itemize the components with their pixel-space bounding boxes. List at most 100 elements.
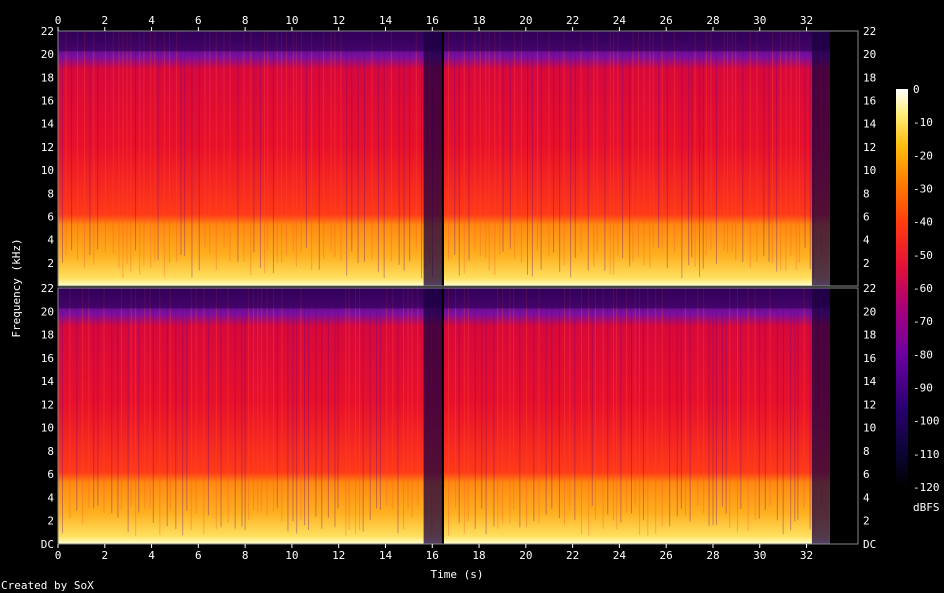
colorbar-tick-label: -30	[913, 183, 933, 196]
transient-stripe	[715, 31, 717, 265]
transient-stripe	[363, 31, 365, 262]
y-tick-label-right: 6	[863, 210, 870, 223]
x-axis-label: Time (s)	[431, 568, 484, 581]
transient-stripe	[421, 31, 423, 279]
transient-stripe	[493, 288, 495, 527]
transient-stripe	[519, 288, 521, 528]
y-tick-label-right: 2	[863, 257, 870, 270]
y-tick-label-right: 10	[863, 164, 876, 177]
transient-stripe	[768, 31, 770, 262]
transient-stripe	[758, 288, 760, 519]
transient-stripe	[190, 288, 192, 531]
transient-stripe	[120, 288, 122, 510]
y-tick-label-right: 20	[863, 305, 876, 318]
transient-stripe	[790, 31, 792, 257]
transient-stripe	[93, 31, 95, 265]
transient-stripe	[272, 31, 274, 274]
transient-stripe	[540, 31, 542, 270]
transient-stripe	[538, 288, 540, 524]
transient-stripe	[736, 288, 738, 533]
transient-stripe	[699, 31, 701, 277]
transient-stripe	[622, 31, 624, 259]
transient-stripe	[617, 31, 619, 256]
transient-stripe	[551, 288, 553, 509]
y-tick-label-left: 18	[41, 71, 54, 84]
transient-stripe	[250, 31, 252, 276]
transient-stripe	[526, 31, 528, 275]
transient-stripe	[144, 288, 146, 510]
transient-stripe	[798, 31, 800, 263]
transient-stripe	[514, 31, 516, 259]
transient-stripe	[548, 31, 550, 257]
segment-1-energy	[58, 288, 442, 544]
transient-stripe	[311, 31, 313, 271]
transient-stripe	[580, 31, 582, 252]
transient-stripe	[674, 31, 676, 253]
x-tick-label-top: 24	[613, 14, 627, 27]
y-tick-label-right: 12	[863, 141, 876, 154]
transient-stripe	[330, 31, 332, 251]
transient-stripe	[321, 288, 323, 529]
x-tick-label-bottom: 12	[332, 549, 345, 562]
transient-stripe	[458, 288, 460, 524]
y-tick-label-left: 20	[41, 48, 54, 61]
transient-stripe	[509, 288, 511, 524]
transient-stripe	[327, 288, 329, 518]
transient-stripe	[130, 288, 132, 507]
transient-stripe	[266, 288, 268, 517]
transient-stripe	[558, 288, 560, 518]
high-band-dropout	[58, 288, 442, 309]
transient-stripe	[564, 288, 566, 525]
y-tick-label-right: 22	[863, 282, 876, 295]
transient-stripe	[220, 288, 222, 528]
y-tick-label-left: 2	[47, 257, 54, 270]
transient-stripe	[742, 31, 744, 262]
transient-stripe	[348, 288, 350, 530]
transient-stripe	[703, 288, 705, 514]
transient-stripe	[259, 31, 261, 268]
y-tick-label-right: 14	[863, 375, 877, 388]
transient-stripe	[513, 288, 515, 510]
transient-stripe	[502, 288, 504, 524]
transient-stripe	[474, 31, 476, 251]
transient-stripe	[485, 288, 487, 535]
y-tick-label-left: 12	[41, 398, 54, 411]
x-tick-label-bottom: 10	[285, 549, 298, 562]
y-tick-label-left: DC	[41, 538, 54, 551]
transient-stripe	[463, 288, 465, 534]
transient-stripe	[785, 31, 787, 271]
y-tick-label-right: 18	[863, 329, 876, 342]
colorbar-tick-label: -60	[913, 282, 933, 295]
transient-stripe	[204, 31, 206, 249]
y-tick-label-left: 4	[47, 234, 54, 247]
transient-stripe	[639, 288, 641, 536]
transient-stripe	[661, 31, 663, 251]
y-tick-label-right: 16	[863, 95, 876, 108]
transient-stripe	[569, 288, 571, 511]
segment-2-energy	[443, 31, 830, 286]
transient-stripe	[276, 31, 278, 263]
transient-stripe	[594, 288, 596, 521]
transient-stripe	[272, 288, 274, 512]
transient-stripe	[88, 288, 90, 509]
transient-stripe	[292, 288, 294, 521]
transient-stripe	[630, 288, 632, 514]
transient-stripe	[369, 288, 371, 521]
transient-stripe	[710, 31, 712, 250]
transient-stripe	[362, 288, 364, 532]
transient-stripe	[166, 288, 168, 527]
x-tick-label-bottom: 20	[519, 549, 532, 562]
x-tick-label-bottom: 22	[566, 549, 579, 562]
transient-stripe	[694, 31, 696, 268]
transient-stripe	[83, 31, 85, 268]
transient-stripe	[658, 31, 660, 248]
segment-2-energy	[443, 288, 830, 544]
x-tick-label-top: 16	[426, 14, 439, 27]
transient-stripe	[463, 31, 465, 274]
transient-stripe	[637, 31, 639, 258]
y-tick-label-right: DC	[863, 538, 876, 551]
transient-stripe	[563, 31, 565, 266]
transient-stripe	[241, 288, 243, 527]
transient-stripe	[776, 288, 778, 521]
transient-stripe	[526, 288, 528, 527]
